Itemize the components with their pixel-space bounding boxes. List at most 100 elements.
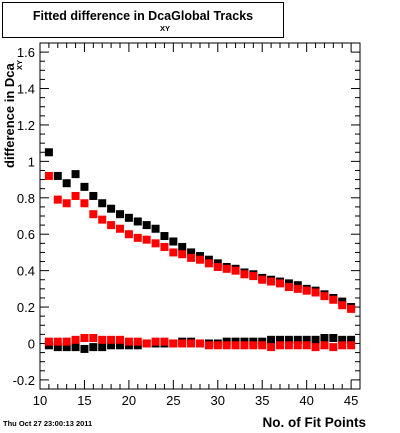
data-point xyxy=(89,334,98,343)
data-point xyxy=(53,337,62,346)
data-point xyxy=(89,191,98,200)
y-axis-label: difference in Dca xyxy=(2,62,17,168)
data-point xyxy=(204,341,213,350)
data-point xyxy=(222,264,231,273)
data-point xyxy=(71,335,80,344)
data-point xyxy=(276,279,284,288)
data-point xyxy=(62,337,71,346)
data-point xyxy=(311,335,320,344)
x-tick-label: 15 xyxy=(77,393,91,408)
data-point xyxy=(196,339,204,348)
data-point xyxy=(284,283,293,292)
x-tick-label: 20 xyxy=(122,393,136,408)
data-point xyxy=(133,337,142,346)
data-point xyxy=(169,248,178,257)
data-point xyxy=(187,339,196,348)
data-point xyxy=(320,334,329,343)
data-point xyxy=(329,343,338,352)
y-tick-label: 1.6 xyxy=(17,45,35,60)
data-point xyxy=(107,335,116,344)
data-point xyxy=(53,195,62,204)
data-point xyxy=(293,335,302,344)
data-point xyxy=(213,262,222,271)
data-point xyxy=(98,199,107,208)
data-point xyxy=(62,343,71,352)
x-axis-label: No. of Fit Points xyxy=(263,415,367,430)
data-point xyxy=(116,224,124,233)
data-point xyxy=(258,275,267,284)
data-point xyxy=(231,341,240,350)
data-point xyxy=(338,301,347,310)
data-point xyxy=(124,337,133,346)
data-point xyxy=(160,242,169,251)
y-tick-label: 0.2 xyxy=(17,300,35,315)
data-point xyxy=(178,339,187,348)
data-point xyxy=(240,270,249,279)
data-point xyxy=(62,199,71,208)
data-point xyxy=(240,341,249,350)
data-point xyxy=(213,341,222,350)
x-tick-label: 45 xyxy=(344,393,358,408)
data-point xyxy=(258,341,267,350)
data-point xyxy=(293,341,302,350)
x-tick-label: 35 xyxy=(255,393,269,408)
axis-ticks: 10 15 20 25 30 35 40 45 -0.2 0 0.2 0.4 0.6 0.8 1 1.2 1.4… xyxy=(13,42,361,408)
data-point xyxy=(231,266,240,275)
data-point xyxy=(169,339,178,348)
y-tick-label: 1 xyxy=(28,154,35,169)
data-point xyxy=(169,237,178,246)
data-point xyxy=(267,335,276,344)
data-point xyxy=(80,334,89,343)
x-tick-label: 40 xyxy=(299,393,313,408)
data-point xyxy=(44,148,53,157)
data-point xyxy=(276,335,284,344)
data-point xyxy=(142,221,151,230)
data-point xyxy=(311,288,320,297)
data-point xyxy=(124,213,133,222)
data-point xyxy=(178,250,187,259)
data-point xyxy=(89,343,98,352)
data-point xyxy=(178,242,187,251)
data-point xyxy=(276,341,284,350)
data-point xyxy=(293,284,302,293)
y-tick-label: -0.2 xyxy=(13,373,35,388)
data-point xyxy=(187,248,196,257)
data-point xyxy=(160,337,169,346)
data-point xyxy=(53,171,62,180)
data-point xyxy=(196,255,204,264)
data-point xyxy=(329,295,338,304)
chart-title-main: Fitted difference in Dca xyxy=(32,9,172,23)
data-point xyxy=(133,233,142,242)
data-point xyxy=(133,217,142,226)
data-point xyxy=(44,171,53,180)
data-point xyxy=(89,210,98,219)
data-point xyxy=(320,292,329,301)
data-point xyxy=(187,253,196,262)
y-axis-label-subscript: XY xyxy=(15,60,24,70)
data-point xyxy=(267,343,276,352)
data-point xyxy=(80,199,89,208)
y-tick-label: 0.4 xyxy=(17,264,35,279)
y-tick-label: 1.2 xyxy=(17,118,35,133)
y-tick-label: 1.4 xyxy=(17,82,35,97)
y-tick-label: 0 xyxy=(28,336,35,351)
data-point xyxy=(142,339,151,348)
data-point xyxy=(284,335,293,344)
data-point xyxy=(329,334,338,343)
data-point xyxy=(98,335,107,344)
data-point xyxy=(98,215,107,224)
data-point xyxy=(62,179,71,188)
data-point xyxy=(151,224,160,233)
data-point xyxy=(116,210,124,219)
data-point xyxy=(44,337,53,346)
chart-title: Fitted difference in DcaGlobal Tracks xyxy=(3,9,283,23)
data-point xyxy=(71,170,80,179)
data-point xyxy=(302,286,311,295)
data-point xyxy=(151,337,160,346)
data-point xyxy=(107,221,116,230)
data-point xyxy=(80,182,89,191)
data-point xyxy=(116,341,124,350)
data-point xyxy=(267,277,276,286)
data-point xyxy=(116,335,124,344)
